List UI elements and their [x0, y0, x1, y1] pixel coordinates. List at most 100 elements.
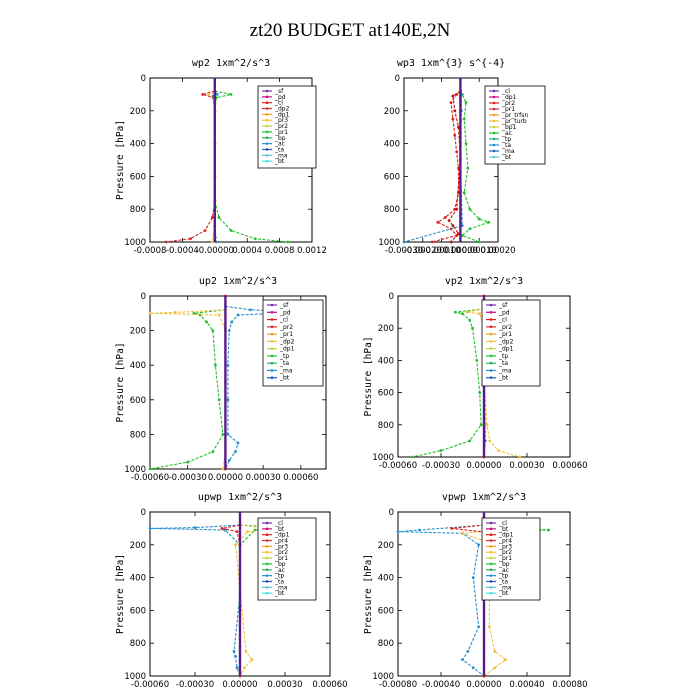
x-tick-label: -0.00080 [379, 680, 417, 690]
y-axis-label: Pressure [hPa] [115, 342, 126, 422]
legend-marker [270, 347, 274, 350]
data-point [217, 216, 221, 219]
y-tick-label: 200 [130, 327, 146, 337]
legend-label: _ac [274, 141, 285, 148]
data-point [201, 93, 205, 96]
data-point [477, 217, 481, 221]
legend-label: _pr1 [279, 331, 293, 338]
data-point [186, 460, 190, 464]
y-tick-label: 600 [378, 606, 394, 616]
x-tick-label: 0.00080 [552, 680, 587, 690]
x-tick-label: -0.0008 [134, 246, 167, 256]
x-tick-label: -0.00040 [422, 680, 460, 690]
legend-label: _ac [498, 567, 509, 574]
legend-marker [489, 591, 493, 595]
x-tick-label: 0.0008 [265, 246, 295, 256]
x-tick-label: -0.0004 [166, 246, 199, 256]
legend-label: _cl [279, 317, 288, 324]
data-point [447, 219, 451, 223]
legend-label: _sf [274, 88, 284, 95]
data-point [465, 310, 469, 314]
panel-title: wp3 1xm^{3} s^{-4} [397, 58, 505, 69]
data-point [455, 150, 459, 154]
data-point [468, 207, 472, 211]
data-point [464, 142, 468, 146]
y-tick-label: 600 [130, 606, 146, 616]
legend-label: _cl [274, 100, 283, 107]
legend-marker [265, 130, 269, 134]
legend-marker [270, 318, 274, 321]
y-axis-label: Pressure [hPa] [115, 554, 126, 634]
panel-title: wp2 1xm^2/s^3 [192, 58, 270, 69]
data-point [234, 543, 237, 547]
x-tick-label: 0.00060 [552, 461, 587, 471]
x-tick-label: 0.00060 [312, 680, 347, 690]
y-tick-label: 0 [389, 292, 394, 302]
data-point [453, 134, 457, 137]
legend-label: _bp1 [501, 124, 517, 131]
data-point [243, 666, 246, 670]
series-line-pr1 [149, 309, 226, 470]
data-point [203, 229, 207, 232]
x-tick-label: -0.00030 [176, 680, 214, 690]
data-point [471, 666, 475, 670]
data-point [478, 391, 482, 394]
x-tick-label: 0.00040 [509, 680, 544, 690]
legend-marker [265, 539, 269, 542]
legend-label: _pr_turb [501, 118, 527, 125]
legend-marker [489, 354, 493, 358]
legend-label: _bp [274, 135, 286, 142]
data-point [221, 433, 225, 436]
legend-label: _pd [498, 309, 510, 316]
x-tick-label: -0.00060 [131, 473, 169, 483]
data-point [206, 93, 210, 96]
x-tick-label: 0.0012 [297, 246, 327, 256]
legend-label: _pr4 [498, 538, 512, 545]
data-point [468, 439, 472, 443]
legend-marker [489, 574, 493, 577]
y-tick-label: 1000 [124, 465, 146, 475]
data-point [226, 363, 230, 367]
data-point [249, 308, 252, 312]
data-point [232, 650, 236, 653]
series-line-dp2 [166, 90, 216, 243]
y-tick-label: 0 [395, 74, 400, 84]
legend-marker [492, 143, 496, 147]
data-point [211, 329, 215, 332]
data-point [418, 528, 421, 532]
legend-label: _pr3 [498, 543, 512, 550]
data-point [493, 650, 497, 653]
series-line-tp [149, 524, 241, 677]
legend-marker [265, 580, 269, 583]
data-point [478, 312, 482, 316]
legend-marker [265, 113, 269, 116]
data-point [211, 450, 215, 454]
legend-label: _sf [279, 302, 289, 309]
y-tick-label: 1000 [124, 672, 146, 682]
x-tick-label: -0.00060 [131, 680, 169, 690]
legend-label: _dp2 [274, 106, 290, 113]
data-point [479, 423, 483, 427]
legend-label: _pr1 [498, 331, 512, 338]
data-point [487, 625, 491, 629]
legend-marker [265, 533, 269, 536]
data-point [461, 531, 464, 535]
legend-label: _dp2 [279, 338, 295, 345]
y-axis-label: Pressure [hPa] [115, 120, 126, 200]
x-tick-label: 0.00030 [267, 680, 302, 690]
legend-label: _dp1 [498, 532, 514, 539]
legend-marker [270, 369, 274, 372]
y-tick-label: 0 [389, 508, 394, 518]
data-point [148, 467, 152, 471]
legend-label: _ta [274, 146, 284, 153]
data-point [229, 229, 233, 232]
legend-marker [270, 332, 274, 336]
y-tick-label: 1000 [372, 672, 394, 682]
x-tick-label: 0.00000 [208, 473, 243, 483]
legend-label: _pr3 [274, 543, 288, 550]
legend-label: _tp [501, 136, 511, 143]
data-point [468, 227, 472, 231]
legend-marker [265, 101, 269, 104]
legend-marker [492, 137, 496, 141]
legend-marker [265, 574, 269, 577]
